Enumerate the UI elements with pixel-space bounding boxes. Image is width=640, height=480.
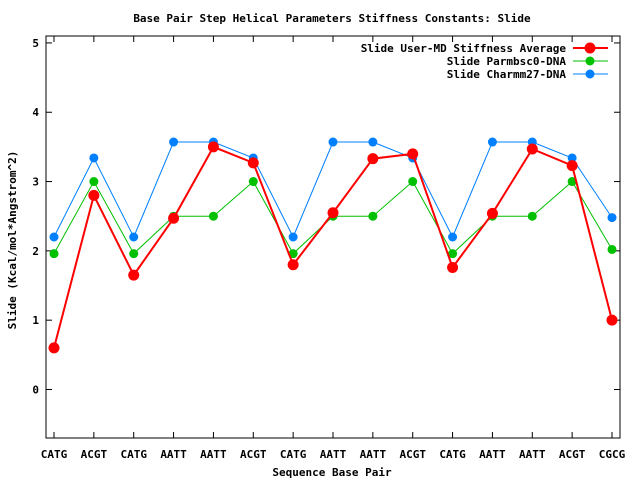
data-point [89,153,99,163]
data-point [328,137,338,147]
legend-label: Slide Parmbsc0-DNA [447,55,567,68]
x-tick-label: ACGT [559,448,586,461]
y-tick-label: 5 [32,37,39,50]
x-tick-label: AATT [160,448,187,461]
x-tick-label: ACGT [240,448,267,461]
data-point [368,137,378,147]
data-point [368,211,378,221]
x-tick-label: CATG [439,448,466,461]
data-point [287,259,299,271]
data-point [408,177,418,187]
x-tick-label: AATT [479,448,506,461]
data-point [247,157,259,169]
legend-label: Slide User-MD Stiffness Average [361,42,567,55]
data-point [169,137,179,147]
data-point [367,153,379,165]
data-point [128,269,140,281]
data-point [49,232,59,242]
x-tick-label: ACGT [399,448,426,461]
legend-label: Slide Charmm27-DNA [447,68,567,81]
x-axis-label: Sequence Base Pair [272,466,392,479]
data-point [567,177,577,187]
x-tick-label: AATT [519,448,546,461]
y-tick-label: 1 [32,314,39,327]
data-point [288,249,298,259]
data-point [407,148,419,160]
data-point [129,232,139,242]
data-point [447,261,459,273]
data-point [448,232,458,242]
data-point [129,249,139,259]
x-axis: CATG ACGT CATG AATT AATT ACGT CATG AATT AATT ACGT… [41,36,626,461]
data-point [607,213,617,223]
data-point [526,143,538,155]
data-point [248,177,258,187]
data-point [207,141,219,153]
y-tick-label: 0 [32,383,39,396]
x-tick-label: CATG [120,448,147,461]
legend-swatch-marker [584,42,596,54]
data-point [487,137,497,147]
series-layer [48,137,618,354]
data-point [607,244,617,254]
data-point [89,177,99,187]
data-point [168,212,180,224]
data-point [486,207,498,219]
data-point [288,232,298,242]
legend-swatch-marker [585,69,595,79]
data-point [327,207,339,219]
y-axis-label: Slide (Kcal/mol*Angstrom^2) [6,151,19,330]
data-point [606,314,618,326]
x-tick-label: ACGT [81,448,108,461]
y-tick-label: 2 [32,245,39,258]
series-1 [48,141,618,354]
x-tick-label: CGCG [599,448,626,461]
y-tick-label: 3 [32,176,39,189]
x-tick-label: CATG [41,448,68,461]
chart-title: Base Pair Step Helical Parameters Stiffn… [133,12,531,25]
data-point [49,249,59,259]
legend-swatch-marker [585,56,595,66]
y-tick-label: 4 [32,106,39,119]
x-tick-label: AATT [200,448,227,461]
data-point [527,211,537,221]
series-line [53,145,613,349]
data-point [88,189,100,201]
x-tick-label: CATG [280,448,307,461]
data-point [48,342,60,354]
data-point [567,153,577,163]
data-point [566,160,578,172]
data-point [208,211,218,221]
x-tick-label: AATT [360,448,387,461]
data-point [448,249,458,259]
x-tick-label: AATT [320,448,347,461]
